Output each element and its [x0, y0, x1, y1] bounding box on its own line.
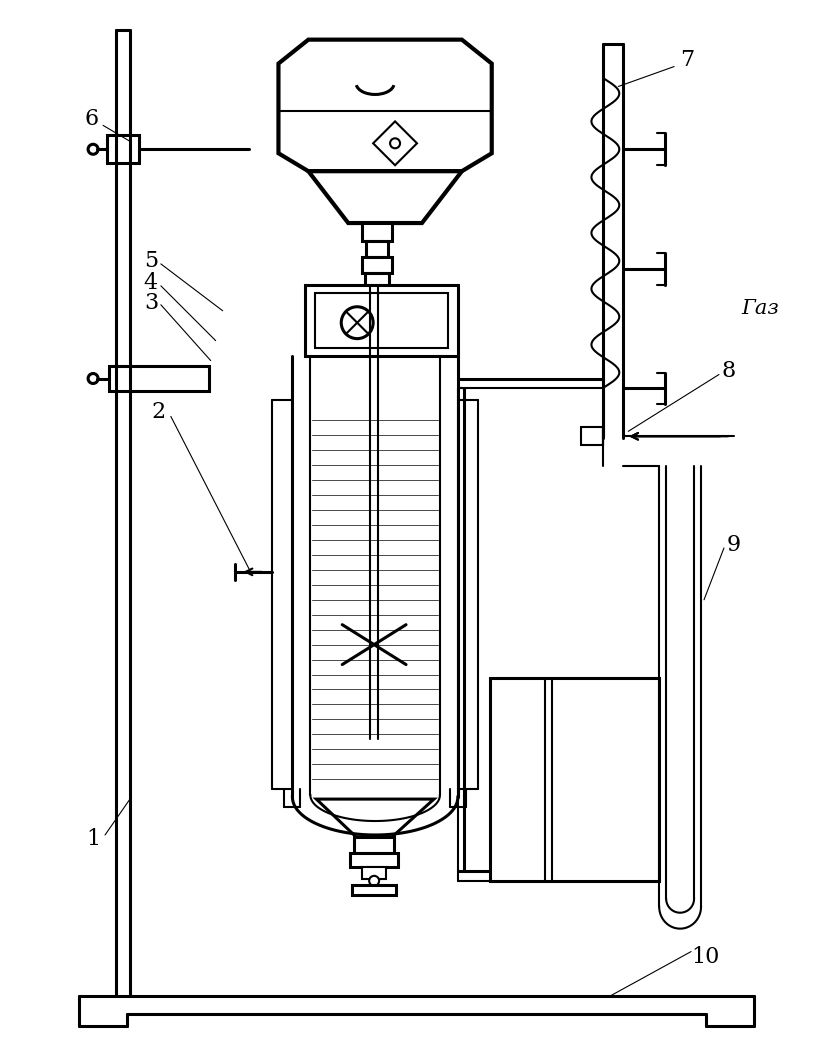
Bar [107, 136, 139, 163]
Bar [582, 427, 603, 445]
Bar [350, 853, 398, 867]
Circle shape [369, 876, 379, 886]
Circle shape [88, 144, 98, 155]
Circle shape [88, 373, 98, 384]
Text: 2: 2 [152, 402, 166, 423]
Text: 3: 3 [144, 292, 158, 314]
Text: 10: 10 [691, 946, 720, 968]
Bar [362, 257, 392, 272]
Bar [365, 272, 389, 285]
Text: 9: 9 [727, 534, 741, 555]
Polygon shape [309, 172, 461, 223]
Circle shape [390, 138, 400, 148]
Bar [362, 223, 392, 241]
Bar [490, 677, 659, 881]
Text: 4: 4 [144, 271, 158, 294]
Bar [366, 241, 388, 257]
Text: 1: 1 [86, 828, 100, 850]
Text: 8: 8 [722, 359, 736, 382]
Polygon shape [374, 122, 417, 165]
Bar [109, 366, 208, 391]
Polygon shape [316, 799, 434, 837]
Bar [305, 285, 458, 355]
Text: Газ: Газ [741, 299, 779, 318]
Text: 6: 6 [84, 108, 98, 130]
Polygon shape [278, 39, 491, 172]
Bar [315, 293, 448, 348]
Circle shape [341, 306, 374, 338]
Text: 5: 5 [144, 250, 158, 272]
Bar [352, 885, 396, 895]
Bar [362, 867, 386, 879]
Bar [354, 837, 394, 853]
Text: 7: 7 [680, 49, 694, 71]
